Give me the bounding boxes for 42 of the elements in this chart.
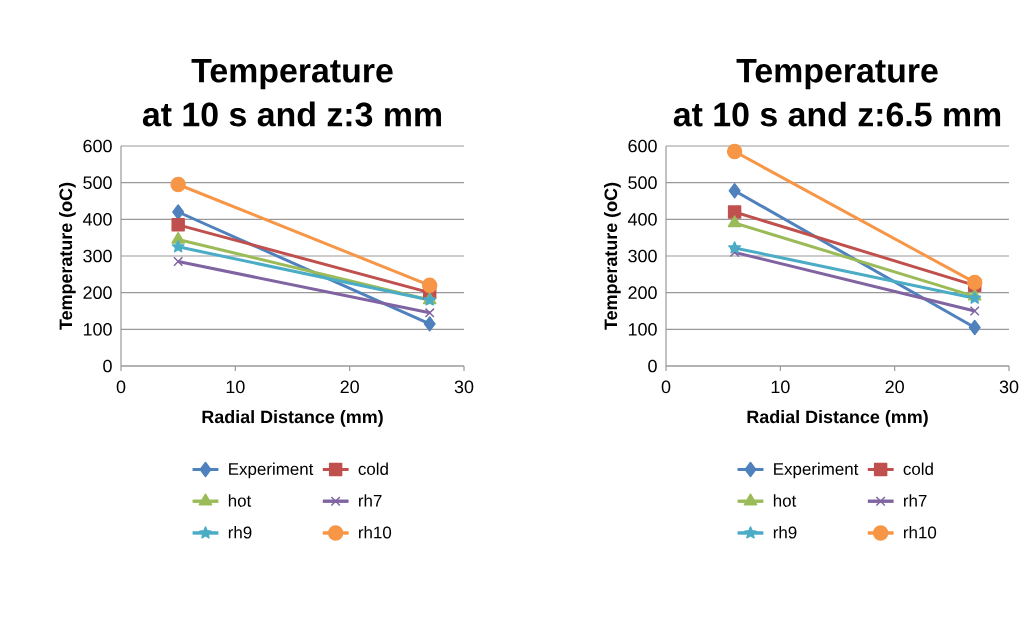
x-tick-label: 20 [340, 380, 359, 394]
y-axis-title: Temperature (oC) [59, 182, 76, 330]
legend-label: hot [773, 494, 797, 507]
x-axis-title: Radial Distance (mm) [747, 410, 928, 427]
legend-label: rh9 [228, 526, 252, 539]
legend-label: rh9 [773, 526, 797, 539]
chart-subtitle: at 10 s and z:3 mm [142, 101, 441, 127]
x-tick-label: 10 [226, 380, 245, 394]
legend-label: rh10 [359, 526, 392, 539]
y-tick-label: 300 [83, 249, 112, 263]
legend-label: Experiment [774, 462, 859, 479]
y-tick-label: 100 [628, 322, 657, 336]
x-tick-label: 10 [771, 380, 790, 394]
legend-label: cold [358, 462, 388, 476]
y-tick-label: 200 [83, 286, 112, 300]
y-tick-label: 500 [83, 176, 112, 190]
chart-subtitle: at 10 s and z:6.5 mm [673, 101, 1001, 127]
x-tick-label: 30 [454, 380, 474, 394]
y-tick-label: 300 [628, 249, 657, 263]
y-tick-label: 400 [82, 212, 112, 226]
x-tick-label: 20 [885, 380, 904, 394]
legend-label: rh7 [359, 494, 382, 507]
y-tick-label: 0 [103, 359, 112, 373]
chart-title: Temperature [191, 58, 393, 90]
legend-label: rh10 [904, 526, 937, 539]
y-tick-label: 0 [648, 359, 657, 373]
chart-title: Temperature [736, 59, 938, 90]
legend-label: cold [903, 462, 933, 476]
x-tick-label: 0 [116, 380, 126, 394]
x-tick-label: 30 [999, 380, 1019, 394]
legend-label: Experiment [229, 462, 314, 479]
y-tick-label: 200 [628, 286, 657, 300]
y-tick-label: 400 [627, 212, 657, 226]
y-tick-label: 500 [628, 176, 657, 190]
y-tick-label: 600 [628, 139, 657, 153]
x-tick-label: 0 [661, 380, 671, 394]
y-tick-label: 600 [83, 139, 112, 153]
legend-label: hot [228, 494, 252, 507]
x-axis-title: Radial Distance (mm) [202, 410, 383, 427]
legend-label: rh7 [904, 494, 927, 507]
y-tick-label: 100 [83, 322, 112, 336]
y-axis-title: Temperature (oC) [604, 182, 621, 330]
